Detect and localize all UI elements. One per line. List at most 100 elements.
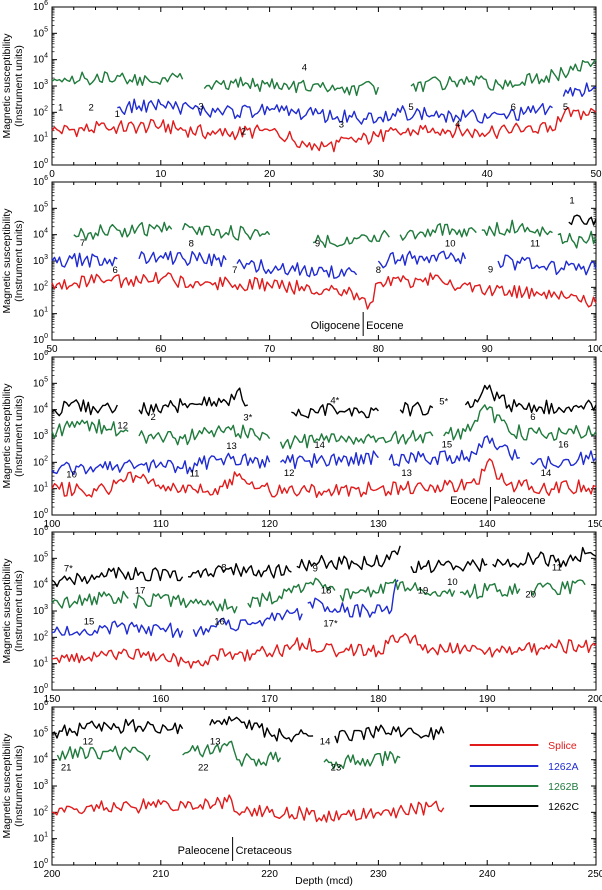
- series-line-1262a: [280, 450, 379, 470]
- x-tick-label: 0: [49, 169, 55, 180]
- core-label: 10: [447, 577, 458, 588]
- core-label: 5*: [439, 397, 448, 408]
- core-label: 3: [198, 101, 203, 112]
- core-label: 18: [321, 586, 332, 597]
- series-line-1262b: [530, 579, 586, 596]
- series-line-1262b: [73, 221, 173, 241]
- core-label: 14: [314, 440, 325, 451]
- y-tick-label: 103: [33, 779, 48, 792]
- core-label: 5: [563, 102, 568, 113]
- y-tick-label: 105: [33, 376, 48, 389]
- series-line-1262c: [51, 566, 184, 588]
- y-tick-label: 101: [33, 132, 48, 145]
- series-line-1262a: [236, 259, 358, 279]
- x-tick-label: 140: [479, 519, 496, 530]
- y-tick-label: 101: [33, 832, 48, 845]
- epoch-label-right: Cretaceous: [236, 845, 293, 857]
- y-tick-label: 100: [33, 158, 48, 171]
- x-tick-label: 160: [152, 694, 169, 705]
- legend-label: 1262B: [548, 781, 578, 793]
- core-label: 8: [221, 562, 226, 573]
- core-label: 8: [376, 265, 381, 276]
- series-line-1262b: [182, 740, 282, 767]
- core-label: 4*: [330, 396, 339, 407]
- y-tick-label: 102: [33, 630, 48, 643]
- y-axis-title: (Instrument units): [13, 45, 25, 127]
- x-tick-label: 170: [261, 694, 278, 705]
- epoch-label-left: Paleocene: [178, 845, 230, 857]
- series-line-1262a: [307, 579, 399, 618]
- y-axis-title: (Instrument units): [13, 395, 25, 477]
- y-axis-title: Magnetic susceptibility: [1, 383, 13, 489]
- series-line-1262a: [562, 82, 597, 98]
- core-label: 23: [331, 763, 342, 774]
- x-tick-label: 180: [370, 694, 387, 705]
- x-tick-label: 150: [44, 694, 61, 705]
- y-tick-label: 100: [33, 858, 48, 871]
- y-tick-label: 103: [33, 254, 48, 267]
- series-line-1262b: [312, 229, 390, 249]
- series-line-1262c: [187, 563, 292, 579]
- core-label: 15: [442, 440, 453, 451]
- series-line-1262b: [247, 577, 336, 608]
- x-tick-label: 10: [155, 169, 167, 180]
- core-label: 13: [210, 736, 221, 747]
- x-tick-label: 120: [261, 519, 278, 530]
- series-line-1262b: [399, 222, 477, 241]
- series-line-1262a: [192, 607, 303, 637]
- core-label: 14: [541, 468, 552, 479]
- core-label: 15: [84, 616, 95, 627]
- core-label: 11: [530, 238, 540, 249]
- x-tick-label: 20: [264, 169, 276, 180]
- y-tick-label: 101: [33, 657, 48, 670]
- y-tick-label: 101: [33, 307, 48, 320]
- x-tick-label: 80: [373, 344, 385, 355]
- series-line-1262c: [138, 387, 248, 417]
- series-line-1262c: [568, 214, 597, 226]
- y-tick-label: 103: [33, 79, 48, 92]
- y-tick-label: 103: [33, 429, 48, 442]
- core-label: 14: [320, 736, 331, 747]
- series-line-1262b: [51, 590, 129, 609]
- core-label: 12: [284, 468, 295, 479]
- x-tick-label: 210: [152, 869, 169, 880]
- series-line-1262a: [138, 250, 227, 268]
- y-tick-label: 104: [33, 228, 48, 241]
- core-label: 8: [189, 238, 194, 249]
- series-line-1262c: [51, 718, 184, 739]
- epoch-label-left: Oligocene: [311, 320, 361, 332]
- plot-frame: [51, 531, 597, 691]
- core-label: 19: [418, 586, 429, 597]
- y-tick-label: 106: [33, 700, 48, 713]
- series-line-1262a: [51, 620, 184, 638]
- y-tick-label: 101: [33, 482, 48, 495]
- y-tick-label: 106: [33, 175, 48, 188]
- series-line-splice: [51, 632, 597, 669]
- core-label: 4: [302, 63, 307, 74]
- core-label: 1: [115, 109, 120, 120]
- epoch-label-right: Eocene: [366, 320, 403, 332]
- core-label: 4: [455, 119, 460, 130]
- core-label: 13: [401, 468, 412, 479]
- series-line-1262c: [209, 716, 314, 743]
- series-line-1262a: [388, 435, 520, 467]
- core-label: 10: [66, 469, 77, 480]
- series-line-1262b: [51, 419, 129, 439]
- core-label: 22: [198, 763, 209, 774]
- legend-label: Splice: [548, 740, 577, 752]
- x-tick-label: 70: [264, 344, 276, 355]
- y-axis-title: (Instrument units): [13, 570, 25, 652]
- y-axis-title: (Instrument units): [13, 745, 25, 827]
- core-label: 7: [232, 265, 237, 276]
- x-tick-label: 110: [153, 519, 169, 530]
- core-label: 9: [488, 265, 493, 276]
- x-tick-label: 90: [482, 344, 494, 355]
- core-label: 6: [530, 412, 535, 423]
- x-tick-label: 190: [479, 694, 496, 705]
- core-label: 5: [408, 102, 413, 113]
- y-tick-label: 105: [33, 26, 48, 39]
- y-tick-label: 105: [33, 201, 48, 214]
- core-label: 7: [80, 238, 85, 249]
- series-line-1262c: [51, 399, 118, 417]
